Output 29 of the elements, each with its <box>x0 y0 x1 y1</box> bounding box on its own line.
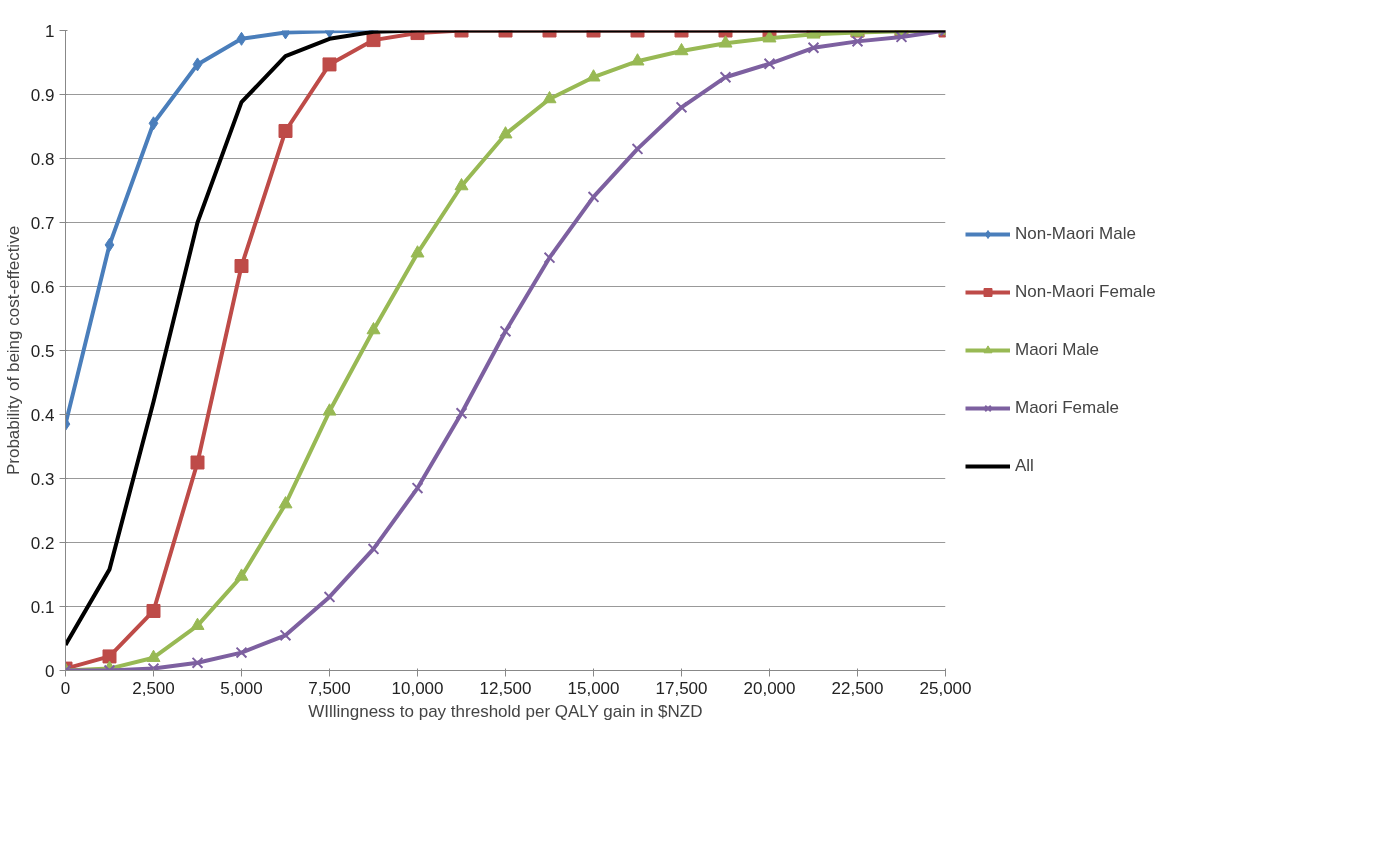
y-axis-title: Probability of being cost-effective <box>3 225 23 476</box>
x-tick-label: 22,500 <box>831 678 884 698</box>
x-tick-label: 12,500 <box>479 678 532 698</box>
x-tick-label: 5,000 <box>220 678 263 698</box>
legend-label: Maori Female <box>1015 398 1119 418</box>
legend-label: Non-Maori Female <box>1015 282 1156 302</box>
y-tick-label: 0 <box>45 661 55 681</box>
legend-label: Maori Male <box>1015 340 1100 360</box>
legend-label: All <box>1015 456 1035 476</box>
y-tick-label: 1 <box>45 21 55 41</box>
y-tick-label: 0.4 <box>30 405 55 425</box>
x-tick-label: 10,000 <box>391 678 444 698</box>
x-tick-label: 0 <box>60 678 71 698</box>
y-tick-label: 0.7 <box>30 213 55 233</box>
y-tick-label: 0.2 <box>30 533 55 553</box>
x-axis-title: WIllingness to pay threshold per QALY gain in $NZD <box>308 701 703 721</box>
y-tick-label: 0.3 <box>30 469 55 489</box>
x-tick-label: 17,500 <box>655 678 708 698</box>
x-tick-label: 25,000 <box>919 678 972 698</box>
y-tick-label: 0.9 <box>30 85 55 105</box>
y-tick-label: 0.8 <box>30 149 55 169</box>
y-tick-label: 0.1 <box>30 597 55 617</box>
x-tick-label: 15,000 <box>567 678 620 698</box>
y-tick-label: 0.5 <box>30 341 55 361</box>
x-tick-label: 2,500 <box>132 678 175 698</box>
x-tick-label: 20,000 <box>743 678 796 698</box>
x-tick-label: 7,500 <box>308 678 351 698</box>
legend-label: Non-Maori Male <box>1015 224 1136 244</box>
y-tick-label: 0.6 <box>30 277 55 297</box>
